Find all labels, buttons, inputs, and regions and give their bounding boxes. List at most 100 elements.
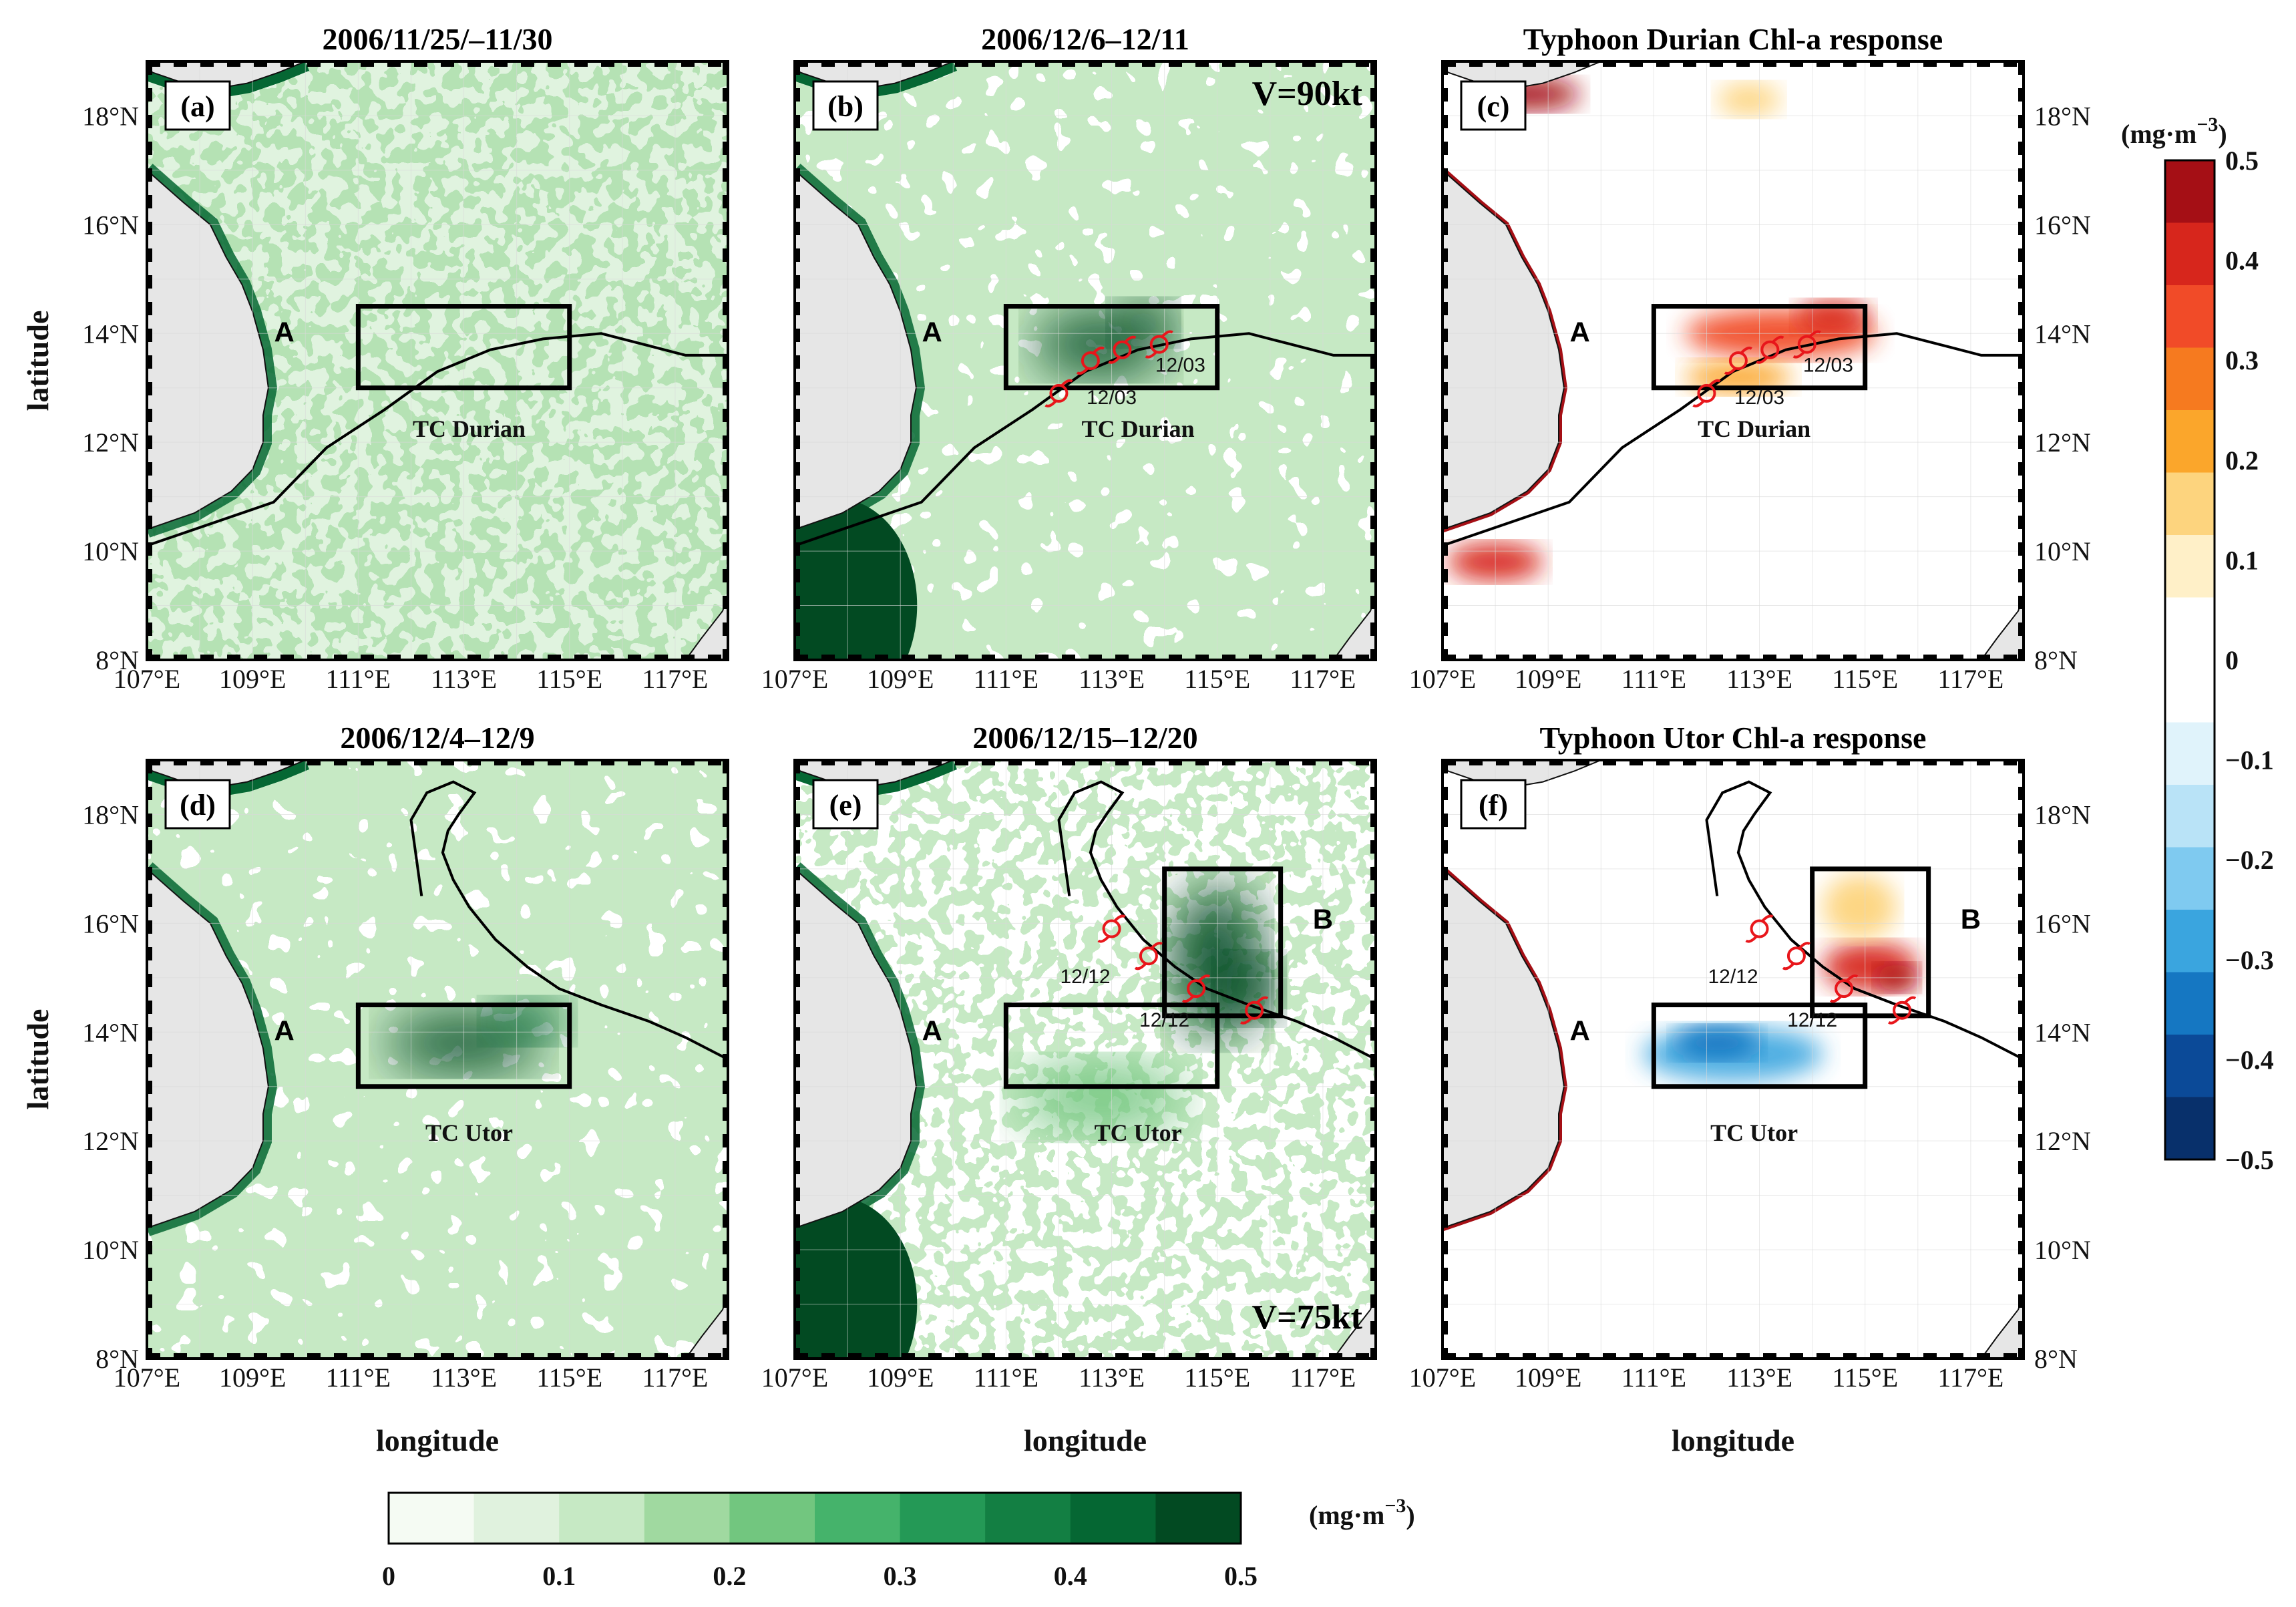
- colorbar-swatch: [2165, 347, 2215, 411]
- panel-b: A 12/03 12/03 TC Durian V=90kt (b) 2006/12/6–1…: [761, 22, 1377, 694]
- x-tick-label: 115°E: [1184, 664, 1250, 694]
- colorbar-swatch: [2165, 160, 2215, 224]
- colorbar-swatch: [2165, 1097, 2215, 1160]
- y-tick-label: 16°N: [82, 908, 139, 938]
- y-tick-label: 16°N: [2034, 210, 2091, 240]
- colorbar-tick-label: 0.2: [2225, 445, 2259, 476]
- y-tick-label: 14°N: [82, 1017, 139, 1047]
- wind-speed-label: V=75kt: [1252, 1298, 1363, 1336]
- colorbar-swatch: [473, 1493, 560, 1544]
- x-tick-label: 113°E: [431, 1363, 497, 1393]
- y-tick-label: 8°N: [95, 645, 139, 675]
- panel-letter: (f): [1479, 789, 1508, 822]
- panel-title: 2006/11/25/–11/30: [322, 22, 552, 56]
- typhoon-symbol-icon: [1076, 346, 1105, 375]
- region-label-A: A: [922, 1015, 942, 1046]
- colorbar-swatch: [559, 1493, 645, 1544]
- panel-e: A B 12/12 12/12 TC Utor V=75kt (e) 2006/12/15–1…: [761, 721, 1377, 1393]
- colorbar-swatch: [2165, 535, 2215, 598]
- x-tick-label: 113°E: [1726, 664, 1792, 694]
- panels-layer: A TC Durian (a) 2006/11/25/–11/30 107°E 109°E…: [21, 22, 2091, 1393]
- x-tick-label: 117°E: [1937, 664, 2003, 694]
- storm-name-label: TC Durian: [413, 415, 526, 442]
- typhoon-symbol-icon: [1692, 379, 1721, 407]
- y-tick-label: 14°N: [2034, 1017, 2091, 1047]
- region-label-B: B: [1313, 904, 1333, 935]
- colorbar-tick-label: 0.3: [2225, 345, 2259, 375]
- x-tick-label: 115°E: [1832, 664, 1898, 694]
- map-area: A TC Durian (a): [147, 61, 728, 660]
- track-date-label: 12/12: [1787, 1009, 1837, 1031]
- x-tick-label: 107°E: [1409, 664, 1476, 694]
- wind-speed-label: V=90kt: [1252, 75, 1363, 113]
- panel-title: Typhoon Durian Chl-a response: [1523, 22, 1943, 56]
- typhoon-symbol-icon: [1887, 996, 1917, 1025]
- colorbar-swatch: [1070, 1493, 1157, 1544]
- region-label-A: A: [274, 316, 294, 347]
- typhoon-symbol-icon: [1239, 996, 1269, 1025]
- x-tick-label: 113°E: [1726, 1363, 1792, 1393]
- panel-letter: (a): [180, 90, 214, 123]
- x-tick-label: 109°E: [867, 1363, 934, 1393]
- colorbar-swatch: [2165, 972, 2215, 1035]
- y-tick-label: 10°N: [82, 1235, 139, 1265]
- typhoon-symbol-icon: [1745, 914, 1774, 943]
- coastal-bloom-south: [795, 498, 918, 660]
- x-tick-label: 117°E: [642, 664, 708, 694]
- typhoon-track: [409, 780, 728, 1061]
- panel-letter-box: [164, 80, 231, 131]
- y-tick-label: 14°N: [82, 319, 139, 349]
- storm-name-label: TC Durian: [1082, 415, 1195, 442]
- typhoon-symbol-icon: [1044, 379, 1073, 407]
- x-tick-label: 111°E: [1621, 1363, 1686, 1393]
- panel-letter: (d): [180, 789, 216, 822]
- colorbar-swatch: [2165, 472, 2215, 536]
- region-label-A: A: [1569, 316, 1589, 347]
- colorbar-frame: [387, 1491, 1242, 1545]
- chl-anomaly-positive: [1796, 301, 1871, 334]
- x-tick-label: 113°E: [1079, 664, 1145, 694]
- colorbar-swatch: [644, 1493, 731, 1544]
- panel-title: 2006/12/15–12/20: [972, 721, 1197, 755]
- map-area: A B 12/12 12/12 TC Utor (f): [1443, 760, 2024, 1359]
- chl-anomaly-positive: [1823, 874, 1897, 940]
- y-tick-label: 16°N: [82, 210, 139, 240]
- colorbar-tick-label: 0.3: [884, 1561, 917, 1591]
- typhoon-symbol-icon: [1724, 346, 1753, 375]
- colorbar-swatch: [2165, 1035, 2215, 1098]
- x-tick-label: 109°E: [219, 1363, 286, 1393]
- track-date-label: 12/12: [1708, 966, 1758, 988]
- colorbar-tick-label: 0.4: [2225, 246, 2259, 276]
- x-tick-label: 109°E: [1515, 1363, 1581, 1393]
- x-tick-label: 111°E: [974, 1363, 1038, 1393]
- typhoon-symbol-icon: [1829, 974, 1859, 1003]
- panel-letter: (c): [1477, 90, 1510, 123]
- track-date-label: 12/03: [1155, 354, 1205, 376]
- x-axis-label: longitude: [1024, 1423, 1147, 1457]
- y-tick-label: 18°N: [82, 799, 139, 830]
- region-box-B: [1162, 866, 1284, 1019]
- longitude-labels: longitude longitude longitude: [376, 1423, 1794, 1457]
- colorbar-swatch: [729, 1493, 815, 1544]
- colorbar-tick-label: −0.2: [2225, 845, 2274, 875]
- y-tick-label: 8°N: [2034, 1344, 2078, 1374]
- typhoon-symbol-icon: [1756, 335, 1784, 364]
- storm-name-label: TC Utor: [1710, 1119, 1798, 1146]
- track-date-label: 12/12: [1139, 1009, 1189, 1031]
- y-tick-label: 12°N: [2034, 427, 2091, 458]
- colorbar-tick-label: 0.2: [713, 1561, 746, 1591]
- x-tick-label: 111°E: [1621, 664, 1686, 694]
- typhoon-symbol-icon: [1108, 335, 1137, 364]
- panel-letter-box: [812, 80, 879, 131]
- typhoon-symbol-icon: [1097, 914, 1126, 943]
- region-box-A: [1651, 1003, 1868, 1089]
- chl-anomaly-positive: [1717, 83, 1781, 116]
- x-tick-label: 109°E: [867, 664, 934, 694]
- colorbar-swatch: [2165, 597, 2215, 661]
- panel-letter: (e): [829, 789, 862, 822]
- colorbar-tick-label: −0.1: [2225, 745, 2274, 775]
- typhoon-track: [147, 332, 728, 547]
- storm-name-label: TC Utor: [425, 1119, 513, 1146]
- region-box-A: [355, 304, 572, 391]
- colorbar-swatch: [2165, 722, 2215, 785]
